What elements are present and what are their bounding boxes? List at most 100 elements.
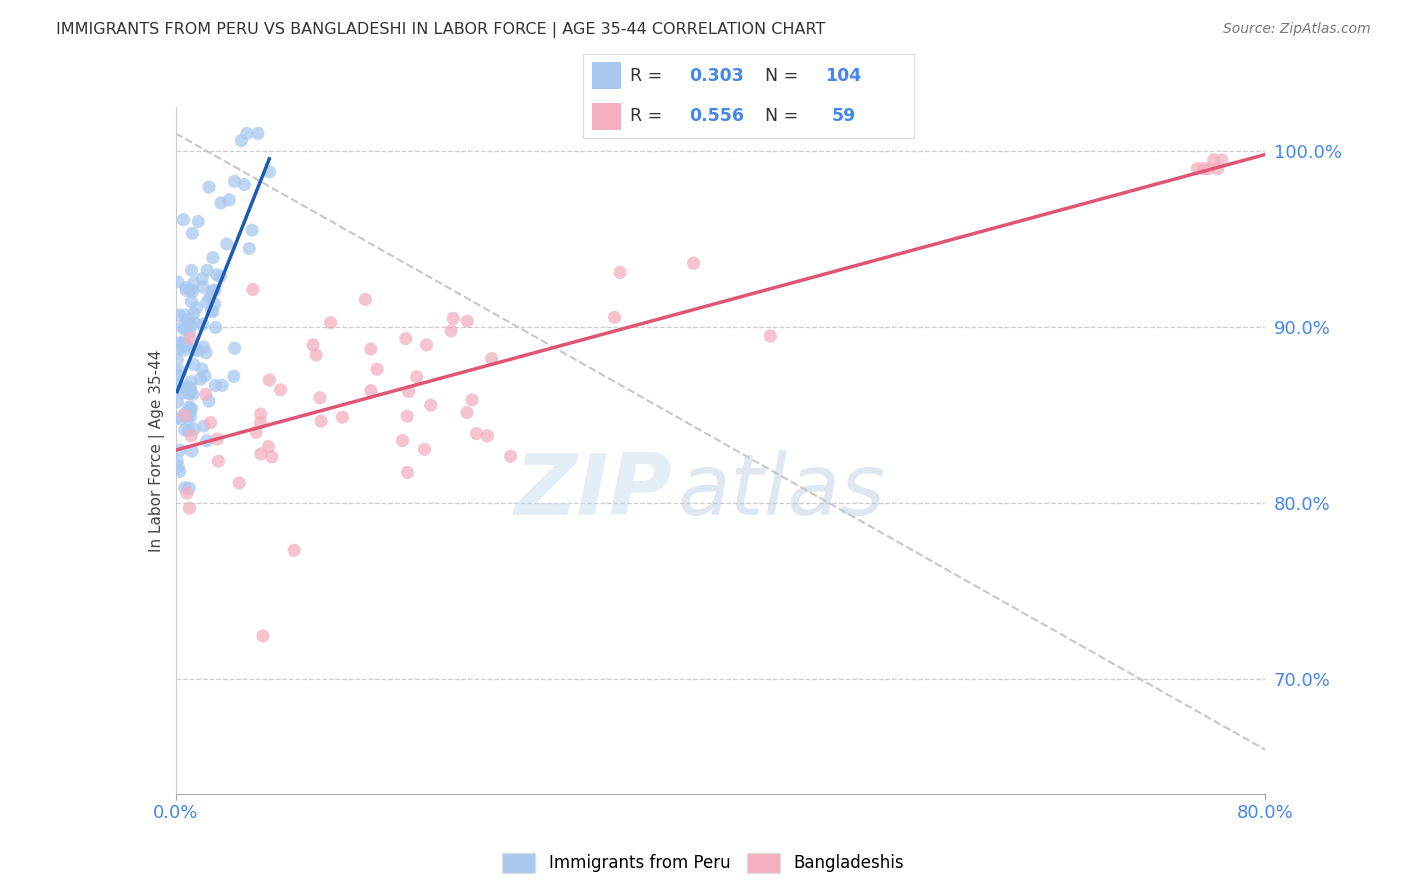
Point — [169, 464, 191, 478]
Point — [259, 165, 281, 179]
Point — [332, 410, 354, 425]
Point — [179, 385, 201, 400]
Point — [204, 283, 226, 297]
Point — [166, 352, 188, 367]
Point — [224, 341, 246, 355]
Point — [209, 196, 232, 211]
Point — [609, 265, 631, 279]
Point — [228, 475, 250, 490]
Point — [191, 362, 214, 376]
Point — [183, 422, 205, 436]
Point — [195, 345, 218, 359]
Point — [204, 378, 226, 392]
Point — [177, 424, 200, 438]
Point — [245, 425, 267, 440]
Point — [201, 284, 224, 298]
Point — [250, 447, 273, 461]
Text: Source: ZipAtlas.com: Source: ZipAtlas.com — [1223, 22, 1371, 37]
Point — [477, 429, 499, 443]
Point — [179, 400, 201, 414]
Point — [169, 342, 191, 356]
Text: 0.303: 0.303 — [689, 67, 744, 85]
Point — [405, 370, 427, 384]
Point — [183, 276, 205, 290]
Point — [231, 134, 253, 148]
Point — [242, 282, 264, 296]
Point — [222, 369, 245, 384]
Point — [179, 481, 201, 495]
Point — [252, 629, 274, 643]
Point — [283, 543, 305, 558]
Point — [176, 313, 198, 327]
Point — [413, 442, 436, 457]
Point — [193, 419, 215, 434]
Point — [195, 263, 218, 277]
Point — [1197, 161, 1219, 176]
Point — [180, 318, 202, 333]
Text: ZIP: ZIP — [515, 450, 672, 533]
Point — [173, 343, 195, 358]
Point — [395, 332, 418, 346]
Point — [419, 398, 441, 412]
Point — [204, 297, 226, 311]
Point — [174, 406, 197, 420]
Point — [173, 339, 195, 353]
Point — [205, 268, 228, 282]
Point — [180, 294, 202, 309]
Point — [179, 501, 201, 516]
Point — [172, 212, 194, 227]
Point — [180, 428, 202, 442]
Point — [176, 280, 198, 294]
Point — [207, 454, 229, 468]
Point — [191, 271, 214, 285]
Point — [176, 379, 198, 393]
Point — [456, 405, 478, 419]
Text: N =: N = — [765, 107, 804, 125]
Point — [172, 386, 194, 401]
Point — [360, 342, 382, 356]
Point — [302, 338, 325, 352]
Point — [179, 325, 201, 339]
Point — [170, 335, 193, 350]
Point — [173, 423, 195, 437]
Point — [1211, 153, 1233, 167]
Point — [186, 301, 208, 315]
Point — [195, 434, 218, 448]
Point — [481, 351, 503, 366]
Point — [166, 454, 188, 468]
Point — [1206, 161, 1229, 176]
Text: IMMIGRANTS FROM PERU VS BANGLADESHI IN LABOR FORCE | AGE 35-44 CORRELATION CHART: IMMIGRANTS FROM PERU VS BANGLADESHI IN L… — [56, 22, 825, 38]
Point — [236, 127, 259, 141]
Point — [173, 336, 195, 351]
Point — [179, 312, 201, 326]
Point — [180, 401, 202, 416]
Point — [238, 241, 260, 255]
Point — [319, 316, 342, 330]
Point — [233, 178, 256, 192]
Point — [179, 402, 201, 417]
Point — [441, 311, 464, 326]
Point — [440, 324, 463, 338]
Point — [194, 387, 217, 401]
Point — [759, 329, 782, 343]
Point — [465, 426, 488, 441]
Bar — [592, 62, 621, 89]
Point — [181, 444, 204, 458]
Point — [167, 459, 190, 474]
Legend: Immigrants from Peru, Bangladeshis: Immigrants from Peru, Bangladeshis — [495, 847, 911, 880]
Text: 0.556: 0.556 — [689, 107, 744, 125]
Point — [166, 377, 188, 392]
Bar — [592, 103, 621, 130]
Point — [260, 450, 283, 464]
Point — [180, 382, 202, 396]
Point — [173, 322, 195, 336]
Point — [183, 343, 205, 357]
Point — [166, 410, 188, 425]
Point — [190, 372, 212, 386]
Text: R =: R = — [630, 67, 668, 85]
Point — [174, 284, 197, 298]
Point — [204, 320, 226, 334]
Point — [257, 440, 280, 454]
Point — [176, 412, 198, 426]
Text: 104: 104 — [825, 67, 860, 85]
